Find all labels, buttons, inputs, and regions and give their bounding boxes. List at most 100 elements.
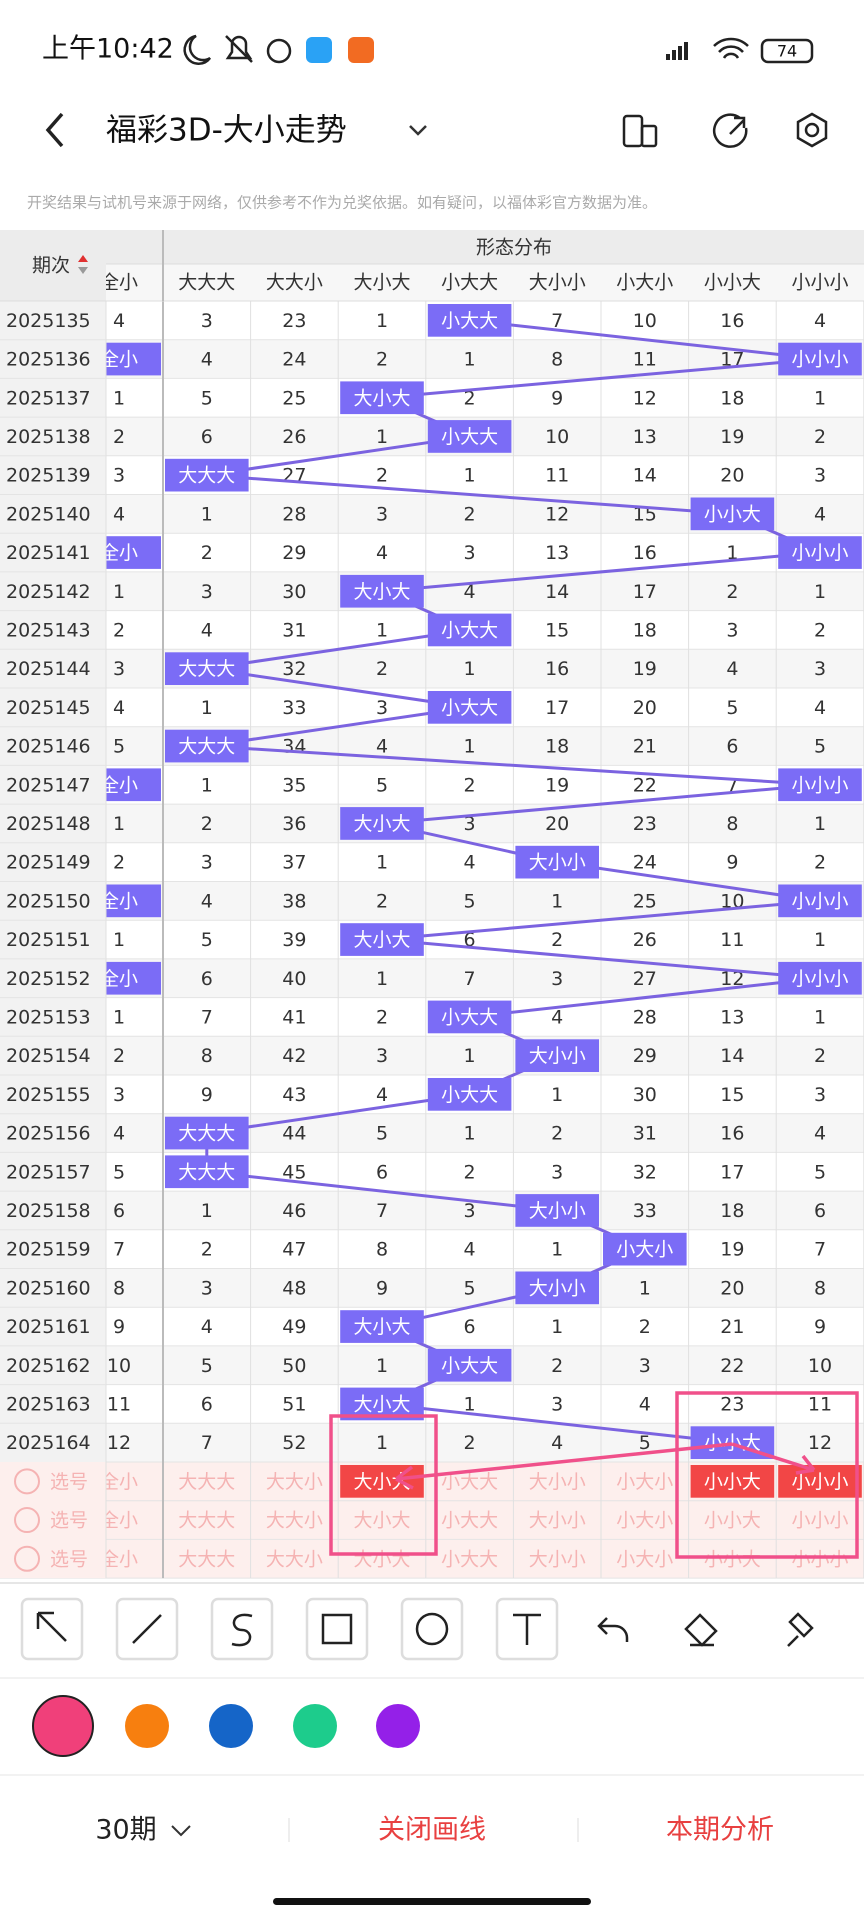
title-dropdown[interactable] <box>409 125 427 136</box>
pick-radio[interactable] <box>14 1468 40 1495</box>
hit-label: 大小大 <box>353 813 410 835</box>
column-header: 小小大 <box>704 272 761 294</box>
mute-icon <box>225 35 253 63</box>
close-lines-button[interactable]: 关闭画线 <box>378 1815 486 1846</box>
tool-curve[interactable] <box>210 1597 274 1661</box>
cell: 3 <box>113 465 125 487</box>
cell: 8 <box>201 1045 213 1067</box>
cell: 49 <box>282 1316 306 1338</box>
issue: 2025145 <box>6 697 91 719</box>
tool-arrow[interactable] <box>20 1597 84 1661</box>
hit-label: 大小大 <box>353 929 410 951</box>
issue: 2025151 <box>6 929 91 951</box>
pick-option[interactable]: 大大小 <box>266 1548 323 1570</box>
issue: 2025149 <box>6 852 91 874</box>
pick-option[interactable]: 大小大 <box>353 1548 410 1570</box>
cell: 24 <box>633 852 657 874</box>
analysis-button[interactable]: 本期分析 <box>666 1815 774 1846</box>
hit-label: 小小小 <box>791 968 848 990</box>
pick-option[interactable]: 大小大 <box>353 1510 410 1532</box>
cell: 3 <box>464 542 476 564</box>
pick-selected-label[interactable]: 小小大 <box>704 1471 761 1493</box>
cell: 8 <box>376 1239 388 1261</box>
color-pink[interactable] <box>32 1695 94 1757</box>
status-time: 上午10:42 <box>42 34 174 65</box>
cell: 10 <box>633 310 657 332</box>
hit-label: 大小小 <box>529 1045 586 1067</box>
page-title[interactable]: 福彩3D-大小走势 <box>106 113 347 149</box>
cell: 4 <box>113 503 125 525</box>
color-orange[interactable] <box>125 1704 169 1748</box>
pick-option[interactable]: 大小小 <box>529 1471 586 1493</box>
pick-option[interactable]: 大大大 <box>178 1471 235 1493</box>
pick-option[interactable]: 小小大 <box>704 1548 761 1570</box>
cell: 7 <box>113 1239 125 1261</box>
cell: 24 <box>282 349 306 371</box>
cell: 41 <box>282 1006 306 1028</box>
pick-option[interactable]: 小大大 <box>441 1548 498 1570</box>
pick-option[interactable]: 大大大 <box>178 1510 235 1532</box>
tool-circle[interactable] <box>400 1597 464 1661</box>
row-background <box>0 1113 864 1153</box>
cell: 5 <box>113 1161 125 1183</box>
pick-option[interactable]: 小大大 <box>441 1510 498 1532</box>
pick-option[interactable]: 全小 <box>100 1548 138 1570</box>
color-purple[interactable] <box>376 1704 420 1748</box>
pick-option[interactable]: 大小小 <box>529 1548 586 1570</box>
row-background <box>0 804 864 843</box>
row-background <box>0 1307 864 1346</box>
pick-selected <box>690 1465 775 1498</box>
cell: 8 <box>113 1277 125 1299</box>
share-button[interactable] <box>712 113 748 148</box>
pick-selected-label[interactable]: 大小大 <box>353 1471 410 1493</box>
color-green[interactable] <box>293 1704 337 1748</box>
hit-cell <box>778 536 862 569</box>
cell: 4 <box>814 1123 826 1145</box>
pick-option[interactable]: 小小大 <box>704 1510 761 1532</box>
cell: 4 <box>814 503 826 525</box>
period-select[interactable]: 30期 <box>95 1815 156 1846</box>
cell: 1 <box>464 1123 476 1145</box>
trend-line <box>381 551 821 593</box>
pick-option[interactable]: 小大大 <box>441 1471 498 1493</box>
hit-cell <box>340 1310 424 1343</box>
tool-line[interactable] <box>115 1597 179 1661</box>
pick-radio[interactable] <box>14 1507 40 1534</box>
pick-option[interactable]: 大大小 <box>266 1471 323 1493</box>
back-button[interactable] <box>45 112 64 148</box>
cell: 4 <box>376 736 388 758</box>
pick-option[interactable]: 小小小 <box>791 1548 848 1570</box>
cell: 1 <box>376 1432 388 1454</box>
pick-radio[interactable] <box>14 1545 40 1572</box>
pick-option[interactable]: 小大小 <box>616 1471 673 1493</box>
pick-option[interactable]: 小大小 <box>616 1548 673 1570</box>
pick-option[interactable]: 大大小 <box>266 1510 323 1532</box>
column-header: 大大小 <box>266 272 323 294</box>
issue: 2025156 <box>6 1123 91 1145</box>
tool-undo[interactable] <box>597 1617 629 1642</box>
issue: 2025136 <box>6 349 91 371</box>
pick-option[interactable]: 大小小 <box>529 1510 586 1532</box>
color-blue[interactable] <box>209 1704 253 1748</box>
settings-button[interactable] <box>796 112 828 148</box>
pick-option[interactable]: 大大大 <box>178 1548 235 1570</box>
pick-option[interactable]: 小小小 <box>791 1510 848 1532</box>
cell: 2 <box>113 426 125 448</box>
tool-eraser[interactable] <box>684 1613 718 1647</box>
cell: 10 <box>808 1355 832 1377</box>
issue-header[interactable]: 期次 <box>32 255 70 277</box>
pick-option[interactable]: 全小 <box>100 1510 138 1532</box>
issue: 2025164 <box>6 1432 91 1454</box>
pick-selected-label[interactable]: 小小小 <box>791 1471 848 1493</box>
issue: 2025146 <box>6 736 91 758</box>
hit-cell <box>778 768 862 802</box>
tool-rect[interactable] <box>305 1597 369 1661</box>
pick-option[interactable]: 小大小 <box>616 1510 673 1532</box>
pick-label: 选号 <box>50 1548 88 1570</box>
tool-text[interactable] <box>495 1597 559 1661</box>
pick-option[interactable]: 全小 <box>100 1471 138 1493</box>
cell: 25 <box>633 890 657 912</box>
cell: 48 <box>282 1277 306 1299</box>
tool-clear[interactable] <box>787 1612 814 1647</box>
cell: 9 <box>201 1084 213 1106</box>
